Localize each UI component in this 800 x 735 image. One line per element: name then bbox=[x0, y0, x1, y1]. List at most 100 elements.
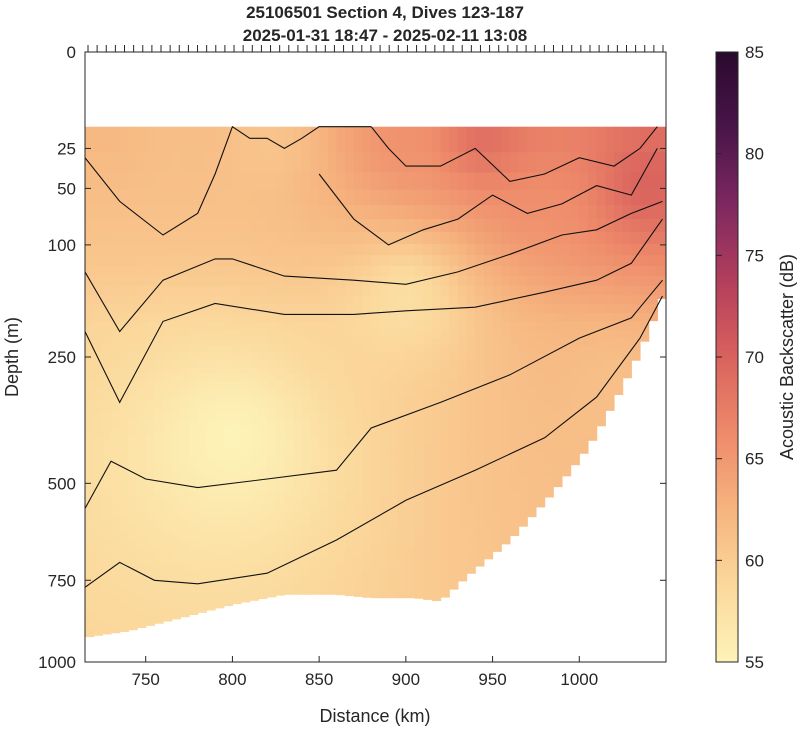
heatmap-cell bbox=[241, 535, 251, 541]
heatmap-cell bbox=[145, 295, 155, 305]
heatmap-cell bbox=[587, 337, 598, 346]
heatmap-cell bbox=[423, 285, 433, 296]
heatmap-cell bbox=[587, 321, 598, 331]
heatmap-cell bbox=[457, 243, 468, 256]
heatmap-cell bbox=[310, 459, 320, 466]
heatmap-cell bbox=[180, 525, 190, 531]
heatmap-cell bbox=[414, 501, 424, 508]
heatmap-cell bbox=[102, 400, 112, 408]
heatmap-cell bbox=[275, 574, 286, 580]
heatmap-cell bbox=[466, 520, 476, 527]
heatmap-cell bbox=[466, 219, 476, 233]
heatmap-cell bbox=[544, 189, 554, 206]
heatmap-cell bbox=[613, 126, 624, 153]
heatmap-cell bbox=[93, 126, 103, 153]
heatmap-cell bbox=[587, 345, 598, 354]
heatmap-cell bbox=[215, 394, 225, 402]
heatmap-cell bbox=[275, 475, 286, 482]
heatmap-cell bbox=[284, 566, 294, 572]
heatmap-cell bbox=[397, 437, 407, 444]
heatmap-cell bbox=[483, 374, 494, 382]
heatmap-cell bbox=[241, 329, 251, 339]
heatmap-cell bbox=[189, 437, 199, 444]
heatmap-cell bbox=[579, 189, 589, 206]
heatmap-cell bbox=[215, 486, 225, 493]
heatmap-cell bbox=[249, 367, 260, 375]
heatmap-cell bbox=[232, 276, 242, 287]
heatmap-cell bbox=[405, 295, 416, 305]
heatmap-cell bbox=[431, 557, 442, 563]
heatmap-cell bbox=[353, 295, 364, 305]
heatmap-cell bbox=[180, 604, 190, 609]
heatmap-cell bbox=[258, 530, 268, 536]
heatmap-cell bbox=[544, 481, 554, 487]
heatmap-cell bbox=[423, 454, 433, 461]
heatmap-cell bbox=[119, 481, 129, 487]
heatmap-cell bbox=[85, 321, 95, 331]
heatmap-cell bbox=[648, 304, 658, 314]
heatmap-cell bbox=[154, 407, 164, 414]
heatmap-cell bbox=[423, 525, 433, 531]
heatmap-cell bbox=[466, 312, 476, 322]
heatmap-cell bbox=[267, 413, 277, 421]
heatmap-cell bbox=[492, 535, 502, 541]
heatmap-cell bbox=[345, 345, 355, 354]
heatmap-cell bbox=[570, 189, 580, 206]
heatmap-cell bbox=[241, 506, 251, 512]
heatmap-cell bbox=[310, 321, 320, 331]
heatmap-cell bbox=[267, 219, 277, 233]
heatmap-cell bbox=[561, 312, 572, 322]
heatmap-cell bbox=[293, 570, 303, 576]
heatmap-cell bbox=[622, 255, 632, 267]
heatmap-cell bbox=[353, 407, 364, 414]
heatmap-cell bbox=[206, 591, 216, 597]
heatmap-cell bbox=[119, 475, 129, 482]
heatmap-cell bbox=[180, 599, 190, 605]
heatmap-cell bbox=[102, 352, 112, 361]
heatmap-cell bbox=[431, 561, 442, 567]
heatmap-cell bbox=[353, 566, 364, 572]
heatmap-cell bbox=[206, 431, 216, 438]
heatmap-cell bbox=[535, 465, 546, 472]
heatmap-cell bbox=[223, 152, 234, 174]
heatmap-cell bbox=[414, 345, 424, 354]
heatmap-cell bbox=[301, 329, 312, 339]
heatmap-cell bbox=[319, 481, 329, 487]
heatmap-cell bbox=[111, 387, 121, 395]
heatmap-cell bbox=[327, 387, 338, 395]
heatmap-cell bbox=[431, 394, 442, 402]
heatmap-cell bbox=[171, 553, 181, 559]
heatmap-cell bbox=[171, 189, 181, 206]
heatmap-cell bbox=[93, 486, 103, 493]
heatmap-cell bbox=[353, 525, 364, 531]
heatmap-cell bbox=[327, 475, 338, 482]
heatmap-cell bbox=[336, 189, 346, 206]
heatmap-cell bbox=[336, 587, 346, 593]
heatmap-cell bbox=[249, 535, 260, 541]
heatmap-cell bbox=[319, 557, 329, 563]
heatmap-cell bbox=[301, 367, 312, 375]
heatmap-cell bbox=[128, 407, 138, 414]
heatmap-cell bbox=[371, 470, 381, 477]
heatmap-cell bbox=[275, 312, 286, 322]
heatmap-cell bbox=[405, 265, 416, 277]
heatmap-cell bbox=[275, 431, 286, 438]
heatmap-cell bbox=[509, 276, 520, 287]
heatmap-cell bbox=[180, 360, 190, 368]
heatmap-cell bbox=[137, 501, 147, 508]
heatmap-cell bbox=[206, 539, 216, 545]
heatmap-cell bbox=[362, 579, 372, 585]
heatmap-cell bbox=[85, 394, 95, 402]
heatmap-cell bbox=[249, 516, 260, 522]
heatmap-cell bbox=[423, 367, 433, 375]
heatmap-cell bbox=[561, 126, 572, 153]
heatmap-cell bbox=[119, 595, 129, 601]
heatmap-cell bbox=[527, 511, 537, 517]
heatmap-cell bbox=[475, 394, 485, 402]
heatmap-cell bbox=[180, 465, 190, 472]
heatmap-cell bbox=[509, 470, 520, 477]
heatmap-cell bbox=[414, 544, 424, 550]
heatmap-cell bbox=[232, 583, 242, 589]
heatmap-cell bbox=[535, 243, 546, 256]
heatmap-cell bbox=[301, 394, 312, 402]
